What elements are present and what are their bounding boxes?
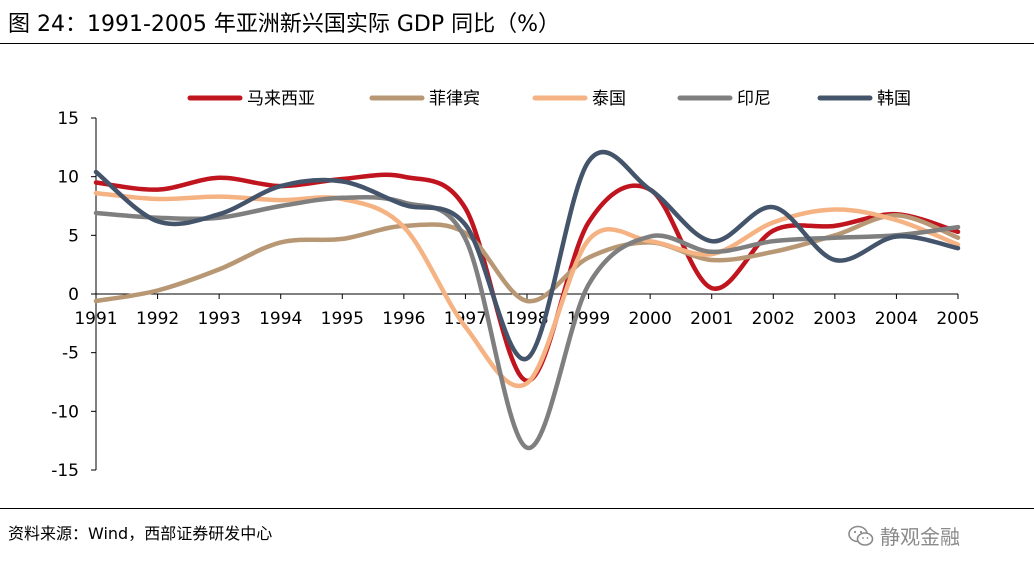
x-tick-label: 2000: [629, 309, 672, 329]
series-line-1: [93, 172, 961, 384]
legend-item-3: 泰国: [532, 89, 626, 109]
x-axis: 1991 1992 1993 1994 1995 1996 1997 1998 1999 2000…: [74, 293, 980, 329]
y-axis: 15 10 5 0 -5 -10 -15: [51, 109, 97, 481]
legend-label: 泰国: [592, 89, 626, 109]
y-tick-label: 5: [68, 226, 79, 246]
x-tick-label: 2005: [936, 309, 979, 329]
y-tick-label: 15: [57, 109, 79, 129]
x-tick-label: 2001: [690, 309, 733, 329]
x-tick-label: 2004: [875, 309, 918, 329]
legend-label: 印尼: [737, 89, 771, 109]
watermark: 静观金融: [848, 521, 960, 550]
y-tick-label: -15: [51, 461, 79, 481]
chart-title: 图 24：1991-2005 年亚洲新兴国实际 GDP 同比（%）: [8, 12, 561, 37]
wechat-icon: [848, 525, 874, 546]
x-tick-label: 2003: [813, 309, 856, 329]
x-tick-label: 1994: [259, 309, 302, 329]
legend-label: 马来西亚: [247, 89, 315, 109]
x-tick-label: 1996: [382, 309, 425, 329]
series-lines: [93, 149, 961, 450]
x-tick-label: 1991: [74, 309, 117, 329]
title-divider: [0, 43, 1034, 44]
y-tick-label: -5: [62, 344, 79, 364]
source-note: 资料来源：Wind，西部证券研发中心: [8, 524, 273, 543]
x-tick-label: 2002: [752, 309, 795, 329]
legend-item-4: 印尼: [677, 89, 771, 109]
chart-legend: 马来西亚 菲律宾 泰国 印尼 韩国: [187, 89, 911, 109]
legend-label: 菲律宾: [429, 89, 480, 109]
x-tick-label: 1992: [136, 309, 179, 329]
y-tick-label: -10: [51, 402, 79, 422]
series-line-5: [93, 149, 961, 362]
y-tick-label: 10: [57, 168, 79, 188]
x-tick-label: 1993: [198, 309, 241, 329]
y-tick-label: 0: [68, 285, 79, 305]
legend-item-1: 马来西亚: [187, 89, 315, 109]
series-line-3: [93, 190, 961, 388]
watermark-text: 静观金融: [880, 525, 960, 549]
gdp-line-chart: 马来西亚 菲律宾 泰国 印尼 韩国 15 10 5 0 -5 -10 -15 1991 1992 199…: [51, 89, 980, 481]
footer-divider: [0, 508, 1034, 509]
legend-item-2: 菲律宾: [369, 89, 480, 109]
legend-item-5: 韩国: [817, 89, 911, 109]
x-tick-label: 1998: [505, 309, 548, 329]
series-line-4: [93, 194, 961, 450]
x-tick-label: 1995: [321, 309, 364, 329]
legend-label: 韩国: [877, 89, 911, 109]
